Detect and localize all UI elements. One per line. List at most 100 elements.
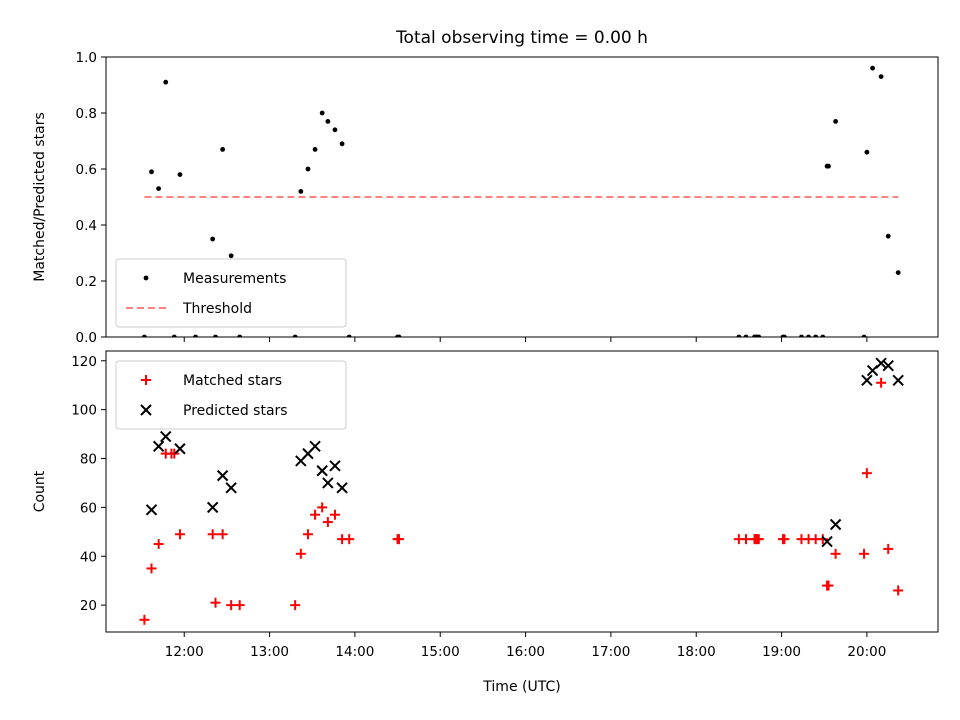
predicted-star-point (174, 443, 186, 455)
matched-star-point (322, 517, 333, 528)
matched-star-point (290, 600, 301, 611)
axes-frame (105, 56, 939, 338)
chart-title: Total observing time = 0.00 h (395, 28, 648, 48)
legend-marker (140, 404, 152, 416)
predicted-star-point (309, 440, 321, 453)
measurement-point (312, 147, 318, 152)
matched-star-point (817, 534, 828, 545)
measurement-point (213, 334, 218, 337)
y-tick-label: 20 (80, 598, 97, 614)
legend: Matched stars Predicted stars (115, 360, 347, 430)
y-tick-label: 0.8 (76, 106, 97, 122)
measurement-point (870, 65, 875, 71)
measurement-point (177, 172, 183, 178)
matched-star-point (859, 548, 870, 559)
measurement-point (782, 334, 787, 337)
measurement-point (813, 334, 819, 337)
measurement-point (864, 149, 870, 155)
matched-star-point (823, 580, 834, 591)
matched-star-point (139, 614, 150, 625)
y-tick-label: 0.6 (76, 162, 97, 178)
measurement-point (193, 334, 198, 337)
y-axis-label: Matched/Predicted stars (32, 112, 48, 282)
x-tick-label: 19:00 (762, 644, 801, 660)
matched-star-point (344, 534, 355, 545)
x-tick-label: 13:00 (250, 644, 289, 660)
legend-label: Threshold (182, 301, 252, 317)
measurement-point (339, 141, 345, 147)
predicted-star-point (322, 477, 334, 489)
matched-star-point (302, 529, 313, 540)
measurement-point (820, 334, 826, 337)
matched-star-point (153, 539, 164, 550)
legend-marker (143, 275, 149, 281)
measurement-point (220, 147, 226, 152)
measurement-point (756, 334, 762, 337)
measurement-point (319, 110, 325, 116)
matched-star-point (883, 543, 894, 554)
y-tick-label: 1.0 (76, 50, 97, 66)
measurement-point (885, 233, 891, 239)
predicted-star-point (882, 359, 894, 372)
x-tick-label: 14:00 (335, 644, 374, 660)
x-tick-label: 12:00 (165, 644, 204, 660)
predicted-star-point (875, 357, 887, 369)
matched-star-point (753, 534, 764, 545)
predicted-star-point (821, 535, 833, 548)
legend-box (115, 360, 347, 430)
plot-area (142, 65, 901, 337)
measurement-point (878, 74, 884, 79)
matched-star-point (317, 502, 328, 513)
predicted-star-point (152, 440, 165, 453)
measurement-point (149, 169, 154, 175)
measurement-point (228, 253, 234, 259)
predicted-star-point (316, 465, 328, 477)
y-axis-label: Count (32, 470, 48, 512)
measurement-point (743, 334, 749, 337)
matched-star-point (779, 534, 790, 545)
legend-box (115, 258, 347, 328)
y-tick-label: 100 (71, 403, 97, 419)
matched-star-point (830, 548, 841, 559)
measurement-point (346, 334, 352, 337)
matched-star-point (295, 548, 306, 559)
measurement-point (332, 127, 338, 133)
predicted-star-point (892, 374, 904, 387)
measurement-point (396, 334, 402, 337)
measurement-point (736, 334, 742, 337)
measurement-point (142, 334, 147, 337)
x-tick-label: 17:00 (591, 644, 630, 660)
matched-star-point (893, 585, 904, 596)
matched-star-point (329, 509, 340, 520)
measurement-point (210, 236, 216, 242)
y-tick-label: 40 (80, 549, 97, 565)
predicted-star-point (336, 482, 348, 494)
measurement-point (799, 334, 804, 337)
legend-marker (141, 375, 151, 385)
measurement-point (156, 186, 162, 192)
predicted-star-point (861, 374, 873, 387)
axes-frame (105, 350, 939, 633)
matched-star-point (169, 448, 180, 459)
measurement-point (325, 119, 331, 124)
x-axis-label: Time (UTC) (482, 679, 560, 695)
ratio-panel: Total observing time = 0.00 h 0.0 0.2 0.4 0.… (32, 28, 939, 346)
matched-star-point (876, 377, 887, 388)
y-tick-label: 80 (80, 452, 97, 468)
measurement-point (292, 334, 298, 337)
matched-star-point (741, 534, 751, 545)
matched-star-point (393, 534, 404, 545)
measurement-point (305, 166, 311, 172)
measurement-point (826, 163, 831, 169)
matched-star-point (234, 600, 245, 611)
matched-star-point (174, 529, 185, 540)
count-panel: 20 40 60 80 100 120 12:00 13:00 14:00 15:00 16:00 1… (32, 350, 939, 695)
predicted-star-point (145, 504, 158, 516)
measurement-point (861, 334, 867, 337)
measurement-point (806, 334, 811, 337)
measurement-point (895, 270, 901, 275)
matched-star-point (210, 597, 221, 608)
x-tick-label: 16:00 (506, 644, 545, 660)
matched-star-point (310, 509, 321, 520)
